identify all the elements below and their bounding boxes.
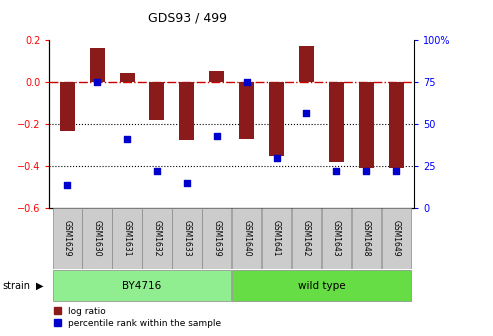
Bar <box>322 208 351 269</box>
Bar <box>329 82 344 162</box>
Text: GSM1648: GSM1648 <box>362 220 371 257</box>
Point <box>332 169 340 174</box>
Text: GSM1640: GSM1640 <box>242 220 251 257</box>
Point <box>213 133 221 139</box>
Point <box>243 80 250 85</box>
Bar <box>53 208 82 269</box>
Point <box>153 169 161 174</box>
Point <box>273 155 281 161</box>
Bar <box>179 82 194 140</box>
Bar <box>232 208 261 269</box>
Bar <box>60 82 75 131</box>
Bar <box>172 208 202 269</box>
Bar <box>262 208 291 269</box>
Bar <box>382 208 411 269</box>
Text: GSM1630: GSM1630 <box>93 220 102 257</box>
Point <box>362 169 370 174</box>
Text: wild type: wild type <box>298 281 345 291</box>
Point <box>123 137 131 142</box>
Legend: log ratio, percentile rank within the sample: log ratio, percentile rank within the sa… <box>54 307 221 328</box>
Text: strain: strain <box>2 281 31 291</box>
Bar <box>82 208 112 269</box>
Text: BY4716: BY4716 <box>122 281 162 291</box>
Bar <box>120 73 135 82</box>
Bar <box>359 82 374 168</box>
Bar <box>299 46 314 82</box>
Text: GSM1629: GSM1629 <box>63 220 72 257</box>
Point <box>183 180 191 186</box>
Bar <box>388 82 404 168</box>
Text: GSM1639: GSM1639 <box>212 220 221 257</box>
Text: GSM1649: GSM1649 <box>391 220 401 257</box>
Text: GDS93 / 499: GDS93 / 499 <box>148 12 227 25</box>
Bar <box>239 82 254 139</box>
Point <box>392 169 400 174</box>
Bar <box>232 270 411 301</box>
Bar <box>90 48 105 82</box>
Bar <box>142 208 172 269</box>
Text: GSM1631: GSM1631 <box>123 220 132 257</box>
Text: GSM1641: GSM1641 <box>272 220 281 257</box>
Bar <box>269 82 284 156</box>
Text: ▶: ▶ <box>35 281 43 291</box>
Bar <box>53 270 231 301</box>
Point <box>63 182 71 187</box>
Text: GSM1642: GSM1642 <box>302 220 311 257</box>
Bar <box>292 208 321 269</box>
Bar <box>210 71 224 82</box>
Bar <box>202 208 231 269</box>
Point <box>93 80 101 85</box>
Point <box>303 110 311 115</box>
Bar <box>352 208 381 269</box>
Text: GSM1632: GSM1632 <box>152 220 161 257</box>
Bar <box>149 82 165 120</box>
Text: GSM1633: GSM1633 <box>182 220 191 257</box>
Bar <box>112 208 141 269</box>
Text: GSM1643: GSM1643 <box>332 220 341 257</box>
